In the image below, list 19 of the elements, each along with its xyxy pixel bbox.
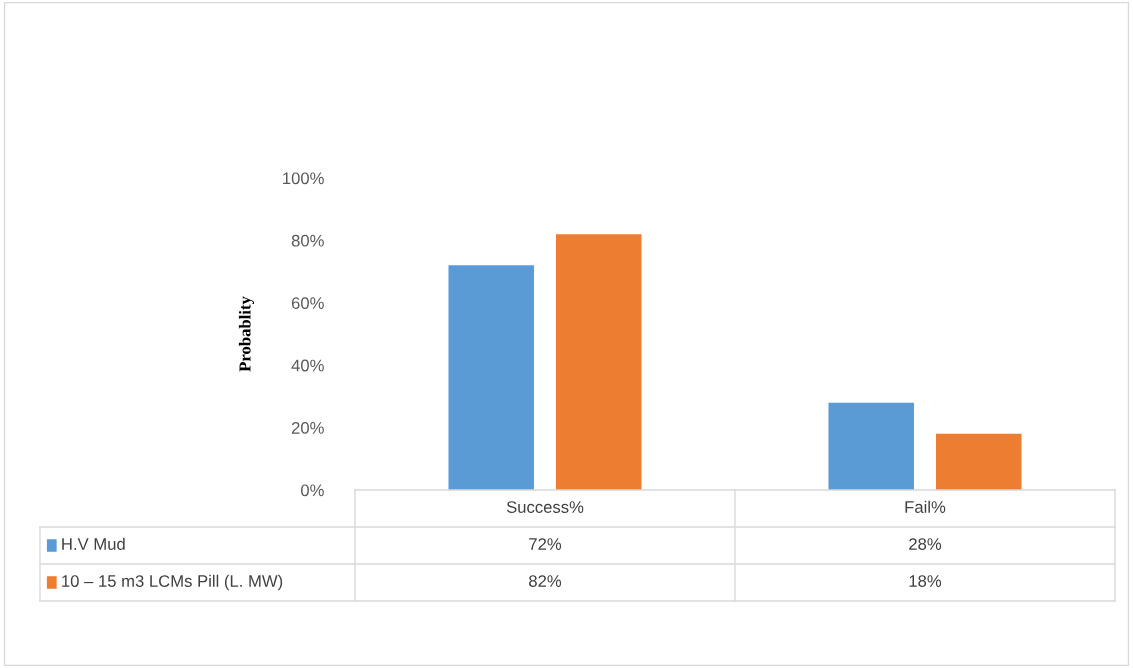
y-axis-title: Probablity <box>238 296 255 372</box>
bar <box>936 433 1022 490</box>
y-tick-label: 100% <box>283 172 324 185</box>
y-tick-label: 20% <box>291 422 324 434</box>
x-tick-label: Fail% <box>905 500 946 513</box>
y-tick-label: 0% <box>301 484 324 497</box>
bar <box>448 265 534 490</box>
y-tick-label: 60% <box>291 297 324 309</box>
bar <box>556 234 642 490</box>
data-label: 82% <box>529 575 562 587</box>
x-tick-label: Success% <box>506 501 584 513</box>
legend-label: H.V Mud <box>62 537 125 550</box>
data-label: 28% <box>909 538 942 550</box>
y-tick-label: 80% <box>291 234 324 247</box>
legend-label: 10 – 15 m3 LCMs Pill (L. MW) <box>62 574 283 591</box>
data-label: 72% <box>529 538 562 550</box>
data-label: 18% <box>909 575 942 587</box>
bar <box>828 402 914 490</box>
y-tick-label: 40% <box>291 359 324 372</box>
